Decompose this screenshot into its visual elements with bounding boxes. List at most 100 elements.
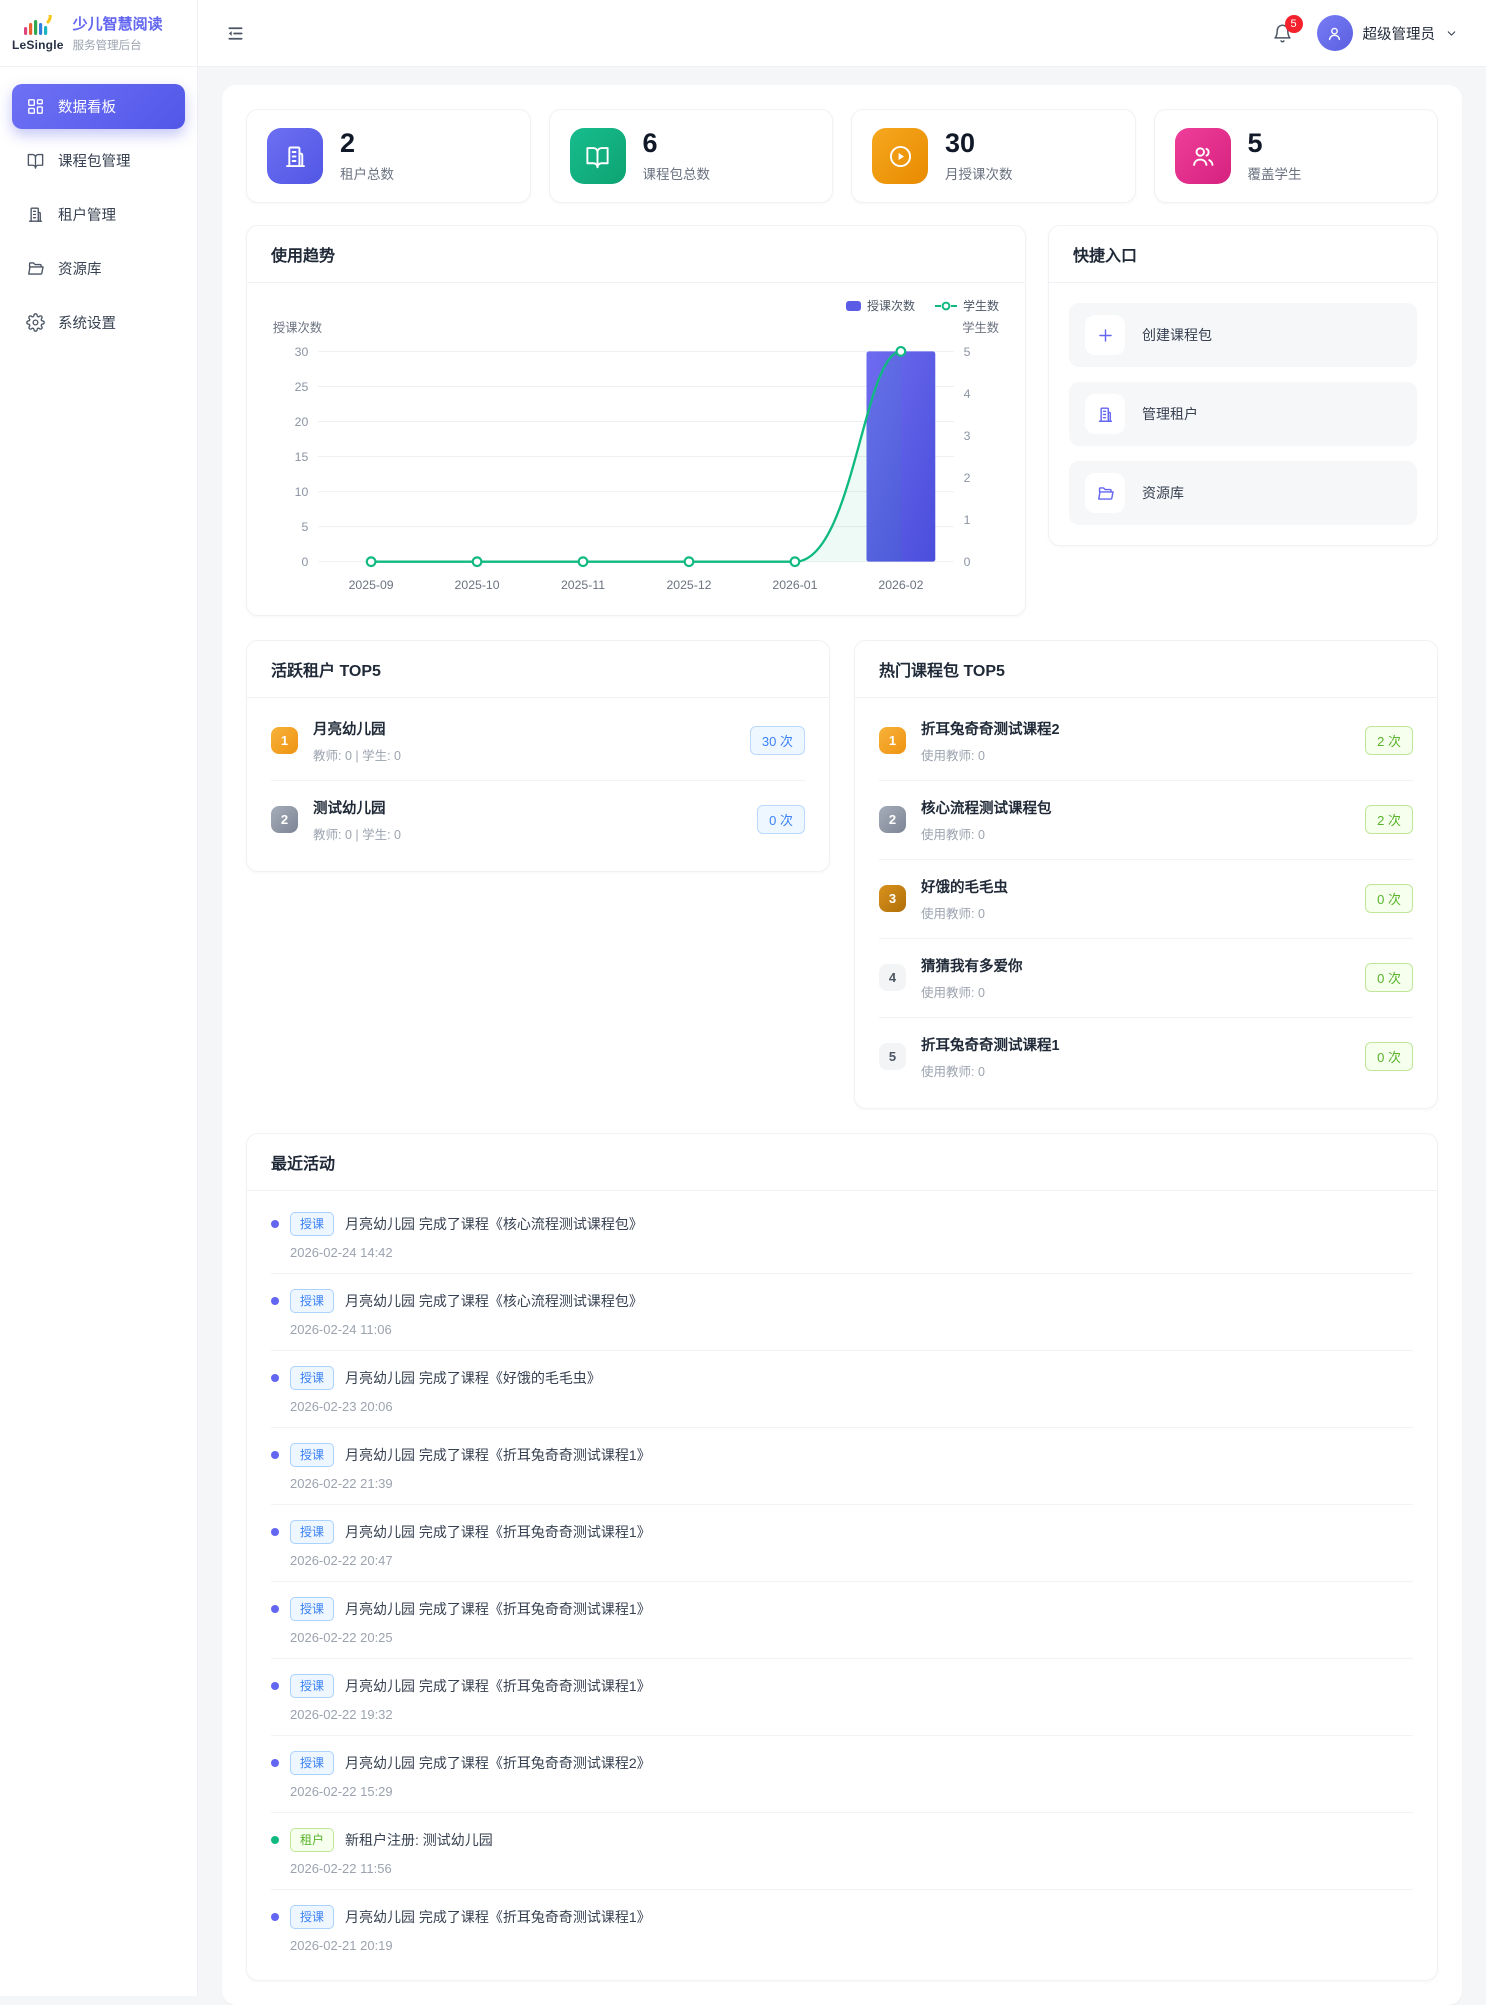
sidebar-item-label: 系统设置 [58, 316, 116, 332]
sidebar: LeSingle 少儿智慧阅读 服务管理后台 数据看板 课程包管理 租户管理 [0, 0, 198, 1996]
activity-type-badge: 授课 [290, 1750, 335, 1775]
activity-text: 月亮幼儿园 完成了课程《折耳兔奇奇测试课程1》 [345, 1523, 651, 1540]
folder-icon [1085, 473, 1125, 513]
sidebar-item-course-packages[interactable]: 课程包管理 [12, 138, 185, 183]
activity-type-badge: 授课 [290, 1288, 335, 1313]
rank-item-meta: 使用教师: 0 [921, 748, 985, 763]
stat-value: 30 [945, 127, 976, 158]
recent-activities-card: 最近活动 授课 月亮幼儿园 完成了课程《核心流程测试课程包》 2026-02-24 … [246, 1132, 1438, 1981]
rank-item-name: 折耳兔奇奇测试课程1 [921, 1037, 1060, 1054]
activity-dot-icon [271, 1912, 279, 1921]
top-header: 5 超级管理员 [198, 0, 1486, 67]
usage-count-badge: 0 次 [1365, 1042, 1413, 1072]
usage-trend-card: 使用趋势 授课次数 学生数 [246, 225, 1026, 616]
legend-bar-marker-icon [845, 300, 861, 311]
rank-item-meta: 使用教师: 0 [921, 906, 985, 921]
line-marker [365, 556, 377, 568]
activity-time: 2026-02-22 19:32 [290, 1706, 393, 1722]
sidebar-item-label: 数据看板 [58, 100, 116, 116]
sidebar-item-dashboard[interactable]: 数据看板 [12, 84, 185, 129]
activity-time: 2026-02-21 20:19 [290, 1937, 393, 1953]
svg-text:10: 10 [295, 485, 309, 499]
rank-item-name: 猜猜我有多爱你 [921, 958, 1023, 975]
sidebar-item-label: 资源库 [58, 262, 102, 278]
activity-item: 授课 月亮幼儿园 完成了课程《核心流程测试课程包》 2026-02-24 11:06 [271, 1274, 1413, 1351]
svg-text:2026-02: 2026-02 [878, 578, 923, 592]
stat-card-monthly-lessons: 30 月授课次数 [851, 109, 1136, 203]
activity-item: 租户 新租户注册: 测试幼儿园 2026-02-22 11:56 [271, 1813, 1413, 1890]
activity-dot-icon [271, 1527, 279, 1536]
rank-info: 测试幼儿园 教师: 0 | 学生: 0 [313, 797, 757, 843]
activity-text: 月亮幼儿园 完成了课程《折耳兔奇奇测试课程1》 [345, 1600, 651, 1617]
activity-text: 月亮幼儿园 完成了课程《核心流程测试课程包》 [345, 1215, 643, 1232]
legend-label: 授课次数 [866, 299, 915, 313]
svg-text:4: 4 [964, 387, 971, 401]
brand-subtitle: 服务管理后台 [72, 40, 142, 52]
svg-text:15: 15 [295, 450, 309, 464]
svg-text:2025-12: 2025-12 [666, 578, 711, 592]
line-marker [683, 556, 695, 568]
usage-trend-chart-body: 授课次数 学生数 0 5 10 15 20 25 30 0 1 2 3 4 5 授课次数 学生数 2025-0… [247, 283, 1025, 615]
activity-item: 授课 月亮幼儿园 完成了课程《折耳兔奇奇测试课程1》 2026-02-22 19:3… [271, 1659, 1413, 1736]
play-icon [872, 128, 928, 184]
activity-time: 2026-02-24 14:42 [290, 1244, 393, 1260]
svg-text:2025-10: 2025-10 [455, 578, 500, 592]
activity-time: 2026-02-24 11:06 [290, 1321, 392, 1337]
activity-type-badge: 授课 [290, 1904, 335, 1929]
book-icon [569, 128, 626, 184]
rank-info: 核心流程测试课程包 使用教师: 0 [921, 797, 1365, 843]
stat-card-tenants: 2 租户总数 [246, 109, 531, 203]
activity-item: 授课 月亮幼儿园 完成了课程《折耳兔奇奇测试课程1》 2026-02-22 21:3… [271, 1428, 1413, 1505]
svg-text:2: 2 [964, 471, 971, 485]
logo-bars-icon [23, 15, 52, 35]
gear-icon [26, 313, 45, 332]
building-icon [1085, 394, 1125, 434]
stat-value: 6 [642, 127, 658, 158]
ranked-list-item: 5 折耳兔奇奇测试课程1 使用教师: 0 0 次 [879, 1018, 1413, 1096]
card-title: 热门课程包 TOP5 [855, 641, 1437, 698]
activity-type-badge: 授课 [290, 1596, 335, 1621]
sidebar-item-tenants[interactable]: 租户管理 [12, 192, 185, 237]
svg-text:0: 0 [301, 555, 308, 569]
stats-row: 2 租户总数 6 课程包总数 [246, 109, 1438, 203]
rank-badge: 1 [879, 727, 906, 755]
usage-count-badge: 0 次 [1365, 963, 1413, 993]
activity-item: 授课 月亮幼儿园 完成了课程《核心流程测试课程包》 2026-02-24 14:42 [271, 1197, 1413, 1274]
content: 2 租户总数 6 课程包总数 [198, 67, 1486, 2005]
line-marker [577, 556, 589, 568]
svg-text:2026-01: 2026-01 [772, 578, 817, 592]
activity-line: 授课 月亮幼儿园 完成了课程《折耳兔奇奇测试课程1》 [271, 1673, 1413, 1698]
quick-entry-manage-tenants[interactable]: 管理租户 [1069, 382, 1417, 446]
activity-line: 授课 月亮幼儿园 完成了课程《折耳兔奇奇测试课程1》 [271, 1904, 1413, 1929]
notification-count-badge: 5 [1284, 14, 1303, 33]
stat-value: 5 [1247, 127, 1263, 158]
activity-type-badge: 租户 [290, 1827, 335, 1852]
legend-lesson-count[interactable]: 授课次数 [845, 297, 915, 314]
recent-activities-list: 授课 月亮幼儿园 完成了课程《核心流程测试课程包》 2026-02-24 14:42… [247, 1191, 1437, 1980]
user-name: 超级管理员 [1362, 26, 1436, 43]
quick-entry-create-package[interactable]: 创建课程包 [1069, 303, 1417, 367]
rank-badge: 5 [879, 1043, 906, 1071]
activity-time: 2026-02-22 20:47 [290, 1552, 393, 1568]
activity-dot-icon [271, 1296, 279, 1305]
user-menu[interactable]: 超级管理员 [1316, 15, 1459, 51]
building-icon [267, 128, 323, 184]
sidebar-item-label: 租户管理 [58, 208, 116, 224]
sidebar-collapse-button[interactable] [226, 24, 245, 43]
rank-item-name: 月亮幼儿园 [313, 721, 386, 738]
notification-bell-button[interactable]: 5 [1272, 14, 1303, 44]
activity-type-badge: 授课 [290, 1673, 335, 1698]
chart-legend: 授课次数 学生数 [269, 297, 1003, 314]
sidebar-item-settings[interactable]: 系统设置 [12, 300, 185, 345]
active-tenants-list: 1 月亮幼儿园 教师: 0 | 学生: 0 30 次 2 测试幼儿园 教师: 0 | 学生:… [247, 698, 829, 871]
legend-student-count[interactable]: 学生数 [934, 297, 999, 314]
quick-entry-resources[interactable]: 资源库 [1069, 461, 1417, 525]
usage-count-badge: 0 次 [1365, 884, 1413, 914]
svg-text:20: 20 [295, 415, 309, 429]
building-icon [28, 207, 43, 222]
activity-item: 授课 月亮幼儿园 完成了课程《折耳兔奇奇测试课程1》 2026-02-22 20:2… [271, 1582, 1413, 1659]
activity-type-badge: 授课 [290, 1211, 335, 1236]
sidebar-item-resources[interactable]: 资源库 [12, 246, 185, 291]
stat-text: 30 月授课次数 [945, 127, 1013, 183]
card-title: 快捷入口 [1049, 226, 1437, 283]
